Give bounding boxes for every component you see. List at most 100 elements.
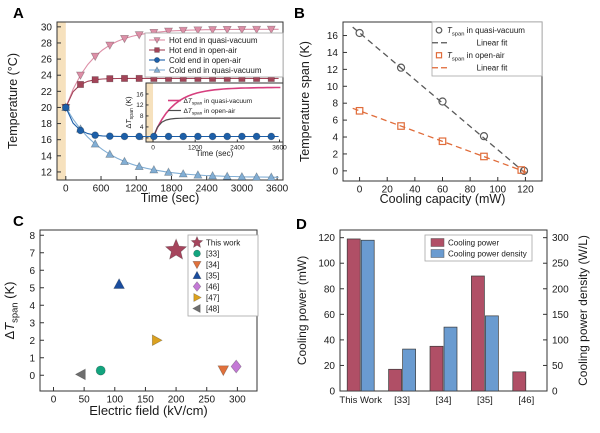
svg-text:Cooling power density: Cooling power density bbox=[448, 249, 527, 258]
svg-text:40: 40 bbox=[324, 335, 336, 346]
svg-text:3: 3 bbox=[29, 318, 35, 329]
svg-text:50: 50 bbox=[552, 361, 564, 372]
svg-text:4: 4 bbox=[140, 124, 144, 131]
svg-text:150: 150 bbox=[137, 395, 154, 406]
svg-text:150: 150 bbox=[552, 310, 569, 321]
panel-b-chart: 0 20 40 60 80 100 120 0 2 4 6 8 10 12 14 16 Cooling capa… bbox=[298, 21, 543, 206]
svg-text:26: 26 bbox=[41, 55, 53, 66]
svg-text:20: 20 bbox=[382, 185, 394, 196]
svg-text:1200: 1200 bbox=[125, 184, 148, 195]
panel-c-chart: 0 50 100 150 200 250 300 0 1 2 3 4 5 6 7 8 Electric fiel… bbox=[2, 229, 259, 418]
svg-text:0: 0 bbox=[151, 145, 155, 152]
svg-text:0: 0 bbox=[329, 387, 335, 398]
svg-text:[35]: [35] bbox=[477, 395, 493, 406]
svg-text:600: 600 bbox=[93, 184, 110, 195]
panel-d-label: D bbox=[296, 216, 307, 233]
svg-text:Cooling capacity (mW): Cooling capacity (mW) bbox=[380, 192, 506, 206]
svg-text:0: 0 bbox=[140, 135, 144, 142]
svg-text:2400: 2400 bbox=[196, 184, 219, 195]
svg-text:200: 200 bbox=[552, 284, 569, 295]
svg-text:2: 2 bbox=[332, 149, 338, 160]
svg-text:300: 300 bbox=[552, 233, 569, 244]
svg-text:10: 10 bbox=[327, 82, 339, 93]
svg-text:Time (sec): Time (sec) bbox=[196, 149, 234, 158]
svg-text:[48]: [48] bbox=[206, 304, 219, 313]
panel-a-chart: 0 600 1200 1800 2400 3000 3600 12 14 16 18 20 22 24 26… bbox=[6, 21, 289, 205]
svg-text:Electric field (kV/cm): Electric field (kV/cm) bbox=[89, 403, 207, 418]
svg-text:[34]: [34] bbox=[206, 260, 219, 269]
svg-text:[34]: [34] bbox=[436, 395, 452, 406]
svg-text:Time (sec): Time (sec) bbox=[141, 191, 200, 205]
svg-text:[33]: [33] bbox=[206, 249, 219, 258]
svg-text:6: 6 bbox=[29, 266, 35, 277]
svg-text:ΔTspan (K): ΔTspan (K) bbox=[124, 96, 135, 128]
svg-text:14: 14 bbox=[327, 48, 339, 59]
svg-text:12: 12 bbox=[327, 65, 339, 76]
panel-d-chart: 0 20 40 60 80 100 120 0 50 100 150 200 250 300 This Wo… bbox=[295, 229, 590, 406]
svg-text:12: 12 bbox=[136, 102, 144, 109]
svg-text:0: 0 bbox=[552, 387, 558, 398]
svg-text:120: 120 bbox=[318, 233, 335, 244]
svg-text:ΔTspan in quasi-vacuum: ΔTspan in quasi-vacuum bbox=[184, 98, 253, 107]
panel-b-label: B bbox=[294, 5, 305, 22]
svg-text:ΔTspan in open-air: ΔTspan in open-air bbox=[184, 108, 237, 117]
svg-text:This work: This work bbox=[206, 238, 241, 247]
svg-text:0: 0 bbox=[332, 166, 338, 177]
svg-text:1800: 1800 bbox=[160, 184, 183, 195]
svg-text:8: 8 bbox=[29, 231, 35, 242]
svg-text:Linear fit: Linear fit bbox=[477, 64, 508, 73]
svg-text:120: 120 bbox=[517, 185, 534, 196]
svg-text:3000: 3000 bbox=[231, 184, 254, 195]
svg-text:5: 5 bbox=[29, 283, 35, 294]
svg-text:30: 30 bbox=[41, 22, 53, 33]
svg-text:Hot end in open-air: Hot end in open-air bbox=[169, 46, 237, 55]
svg-text:28: 28 bbox=[41, 38, 53, 49]
svg-text:Tspan in quasi-vacuum: Tspan in quasi-vacuum bbox=[447, 26, 525, 37]
svg-text:Cooling power (mW): Cooling power (mW) bbox=[295, 256, 309, 365]
svg-text:100: 100 bbox=[489, 185, 506, 196]
svg-text:Cold end in quasi-vacuum: Cold end in quasi-vacuum bbox=[169, 66, 262, 75]
svg-text:100: 100 bbox=[106, 395, 123, 406]
svg-text:Cold end in open-air: Cold end in open-air bbox=[169, 56, 241, 65]
svg-text:300: 300 bbox=[229, 395, 246, 406]
svg-text:18: 18 bbox=[41, 119, 53, 130]
svg-text:[46]: [46] bbox=[206, 282, 219, 291]
svg-text:Hot end in quasi-vacuum: Hot end in quasi-vacuum bbox=[169, 36, 258, 45]
svg-text:0: 0 bbox=[51, 395, 57, 406]
panel-a-label: A bbox=[13, 5, 24, 22]
svg-text:Cooling power: Cooling power bbox=[448, 238, 499, 247]
svg-text:Tspan in open-air: Tspan in open-air bbox=[447, 51, 505, 62]
svg-text:3600: 3600 bbox=[272, 145, 287, 152]
svg-text:[47]: [47] bbox=[206, 293, 219, 302]
svg-text:Cooling power density (W/L): Cooling power density (W/L) bbox=[576, 235, 590, 386]
svg-text:1200: 1200 bbox=[188, 145, 203, 152]
svg-text:0: 0 bbox=[357, 185, 363, 196]
svg-text:Linear fit: Linear fit bbox=[477, 39, 508, 48]
svg-text:4: 4 bbox=[29, 301, 35, 312]
svg-text:100: 100 bbox=[318, 259, 335, 270]
svg-text:Temperature (°C): Temperature (°C) bbox=[6, 53, 20, 149]
svg-text:50: 50 bbox=[79, 395, 91, 406]
svg-text:8: 8 bbox=[332, 99, 338, 110]
svg-text:250: 250 bbox=[552, 259, 569, 270]
svg-text:20: 20 bbox=[41, 103, 53, 114]
svg-text:Temperature span (K): Temperature span (K) bbox=[298, 41, 312, 162]
svg-text:24: 24 bbox=[41, 71, 53, 82]
svg-text:4: 4 bbox=[332, 133, 338, 144]
svg-text:8: 8 bbox=[140, 113, 144, 120]
svg-text:14: 14 bbox=[41, 151, 53, 162]
svg-text:60: 60 bbox=[324, 310, 336, 321]
svg-text:80: 80 bbox=[465, 185, 477, 196]
svg-text:2: 2 bbox=[29, 336, 35, 347]
svg-text:16: 16 bbox=[136, 91, 144, 98]
svg-text:60: 60 bbox=[437, 185, 449, 196]
svg-text:22: 22 bbox=[41, 87, 53, 98]
svg-text:[35]: [35] bbox=[206, 271, 219, 280]
svg-text:[33]: [33] bbox=[394, 395, 410, 406]
svg-text:16: 16 bbox=[327, 31, 339, 42]
svg-text:0: 0 bbox=[29, 371, 35, 382]
svg-text:1: 1 bbox=[29, 353, 35, 364]
svg-text:80: 80 bbox=[324, 284, 336, 295]
svg-text:7: 7 bbox=[29, 248, 35, 259]
svg-text:250: 250 bbox=[198, 395, 215, 406]
